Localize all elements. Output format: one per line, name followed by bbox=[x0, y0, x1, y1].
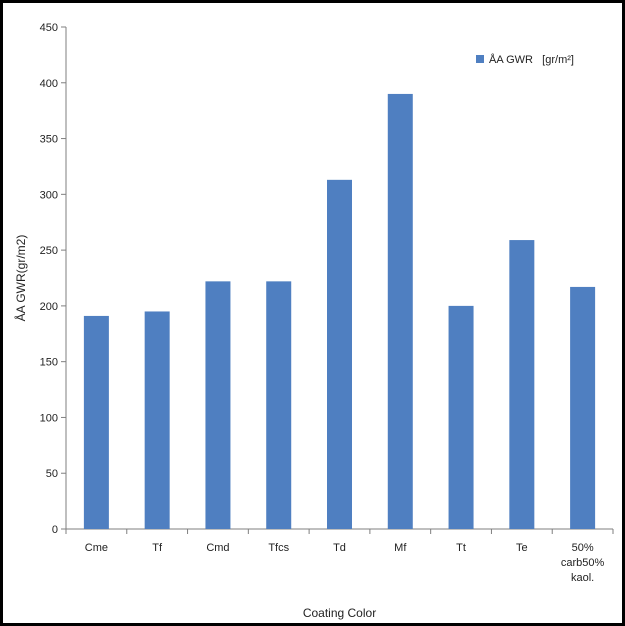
y-axis-title: ÅA GWR(gr/m2) bbox=[13, 235, 28, 322]
y-axis: 0 50 100 150 200 250 300 350 400 450 bbox=[40, 22, 67, 536]
y-tick-label: 200 bbox=[40, 301, 58, 313]
y-tick-label: 350 bbox=[40, 134, 58, 146]
bar bbox=[570, 286, 596, 529]
x-tick-label-line: Td bbox=[333, 542, 346, 554]
bar bbox=[266, 281, 292, 529]
legend-swatch bbox=[476, 55, 484, 63]
x-tick-label-line: 50% bbox=[572, 542, 594, 554]
x-tick-label: Td bbox=[333, 542, 346, 554]
x-tick-label-line: Mf bbox=[394, 542, 407, 554]
x-tick-label-line: Cme bbox=[85, 542, 108, 554]
bars bbox=[83, 93, 596, 529]
bar bbox=[144, 311, 170, 529]
x-tick-label: Te bbox=[516, 542, 528, 554]
bar bbox=[387, 93, 413, 529]
x-axis-title: Coating Color bbox=[303, 606, 376, 620]
x-tick-label-line: Te bbox=[516, 542, 528, 554]
legend-label: ÅA GWR [gr/m²] bbox=[489, 53, 574, 66]
y-tick-label: 100 bbox=[40, 412, 58, 424]
y-tick-label: 0 bbox=[52, 524, 58, 536]
y-tick-label: 450 bbox=[40, 22, 58, 34]
y-tick-label: 250 bbox=[40, 245, 58, 257]
x-tick-label: Cmd bbox=[206, 542, 229, 554]
bar bbox=[327, 179, 352, 529]
x-tick-label-line: carb50% bbox=[561, 557, 605, 569]
x-tick-label-line: Tf bbox=[152, 542, 163, 554]
x-tick-label: 50% carb50% kaol. bbox=[561, 542, 605, 584]
x-tick-label-line: Tfcs bbox=[268, 542, 289, 554]
y-tick-label: 400 bbox=[40, 78, 58, 90]
x-tick-label: Cme bbox=[85, 542, 108, 554]
x-tick-label: Tfcs bbox=[268, 542, 289, 554]
x-tick-label-line: Tt bbox=[456, 542, 466, 554]
x-tick-label-line: Cmd bbox=[206, 542, 229, 554]
bar-chart: 0 50 100 150 200 250 300 350 400 450 Cme Tf Cmd Tfcs… bbox=[13, 22, 614, 620]
x-tick-label: Tf bbox=[152, 542, 163, 554]
legend: ÅA GWR [gr/m²] bbox=[476, 53, 574, 66]
y-tick-label: 50 bbox=[46, 468, 58, 480]
x-tick-label: Mf bbox=[394, 542, 407, 554]
bar bbox=[448, 305, 474, 529]
y-tick-label: 300 bbox=[40, 189, 58, 201]
x-axis: Cme Tf Cmd Tfcs Td Mf Tt Te 50% carb50% kaol. bbox=[65, 528, 614, 584]
bar bbox=[83, 315, 109, 529]
bar bbox=[509, 240, 535, 529]
x-tick-label-line: kaol. bbox=[571, 572, 594, 584]
x-tick-label: Tt bbox=[456, 542, 466, 554]
bar bbox=[205, 281, 231, 529]
y-tick-label: 150 bbox=[40, 357, 58, 369]
